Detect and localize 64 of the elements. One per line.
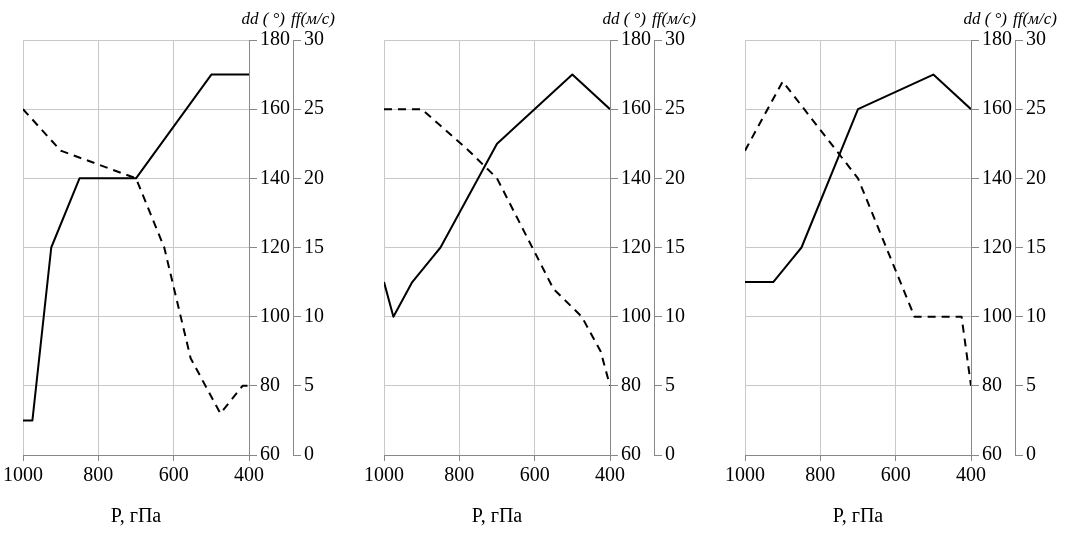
x-tick-label: 400 [234,463,264,486]
y-tick-label: 80 [260,373,280,396]
y-axis-title: dd ( °) [241,8,286,28]
x-tick-label: 600 [519,463,550,486]
x-tick-label: 800 [805,463,836,486]
y2-tick-label: 20 [304,165,324,188]
x-tick-label: 400 [956,463,986,486]
y-tick-label: 60 [260,442,280,465]
y-tick-label: 100 [621,303,651,326]
y2-tick-label: 15 [665,234,685,257]
y-tick-label: 60 [982,442,1002,465]
y-tick-label: 80 [621,373,641,396]
x-tick-label: 600 [158,463,189,486]
y2-tick-label: 30 [304,27,324,50]
x-tick-label: 800 [83,463,114,486]
y2-tick-label: 15 [304,234,324,257]
y-tick-label: 140 [982,165,1012,188]
y-tick-label: 160 [621,96,651,119]
y2-tick-label: 0 [665,442,675,465]
y-tick-label: 180 [260,27,290,50]
y-tick-label: 100 [982,303,1012,326]
y2-tick-label: 25 [304,96,324,119]
y2-tick-label: 10 [1026,303,1046,326]
y-tick-label: 120 [621,234,651,257]
y2-tick-label: 0 [1026,442,1036,465]
y2-axis-title: ff(м/с) [652,8,697,28]
y2-tick-label: 25 [665,96,685,119]
y2-tick-label: 30 [665,27,685,50]
y2-tick-label: 5 [1026,373,1036,396]
x-axis-title: P, гПа [832,504,884,527]
y-tick-label: 160 [260,96,290,119]
y-tick-label: 180 [982,27,1012,50]
y-axis-title: dd ( °) [602,8,647,28]
y-tick-label: 180 [621,27,651,50]
line-series [384,108,610,387]
y2-tick-label: 25 [1026,96,1046,119]
y-tick-label: 140 [260,165,290,188]
x-tick-label: 600 [880,463,911,486]
x-tick-label: 1000 [3,463,43,486]
x-axis-title: P, гПа [471,504,523,527]
y-tick-label: 60 [621,442,641,465]
y2-tick-label: 30 [1026,27,1046,50]
x-axis-title: P, гПа [110,504,162,527]
y2-axis-title: ff(м/с) [1013,8,1058,28]
y2-axis-title: ff(м/с) [291,8,336,28]
y2-tick-label: 20 [1026,165,1046,188]
y-tick-label: 160 [982,96,1012,119]
y-axis-title: dd ( °) [963,8,1008,28]
x-tick-label: 1000 [725,463,765,486]
x-tick-label: 400 [595,463,625,486]
y-tick-label: 140 [621,165,651,188]
x-tick-label: 800 [444,463,475,486]
y2-tick-label: 10 [304,303,324,326]
y2-tick-label: 10 [665,303,685,326]
y-tick-label: 80 [982,373,1002,396]
y-tick-label: 120 [260,234,290,257]
y2-tick-label: 5 [665,373,675,396]
y2-tick-label: 0 [304,442,314,465]
y-tick-label: 100 [260,303,290,326]
y-tick-label: 120 [982,234,1012,257]
x-tick-label: 1000 [364,463,404,486]
y2-tick-label: 20 [665,165,685,188]
y2-tick-label: 15 [1026,234,1046,257]
y2-tick-label: 5 [304,373,314,396]
